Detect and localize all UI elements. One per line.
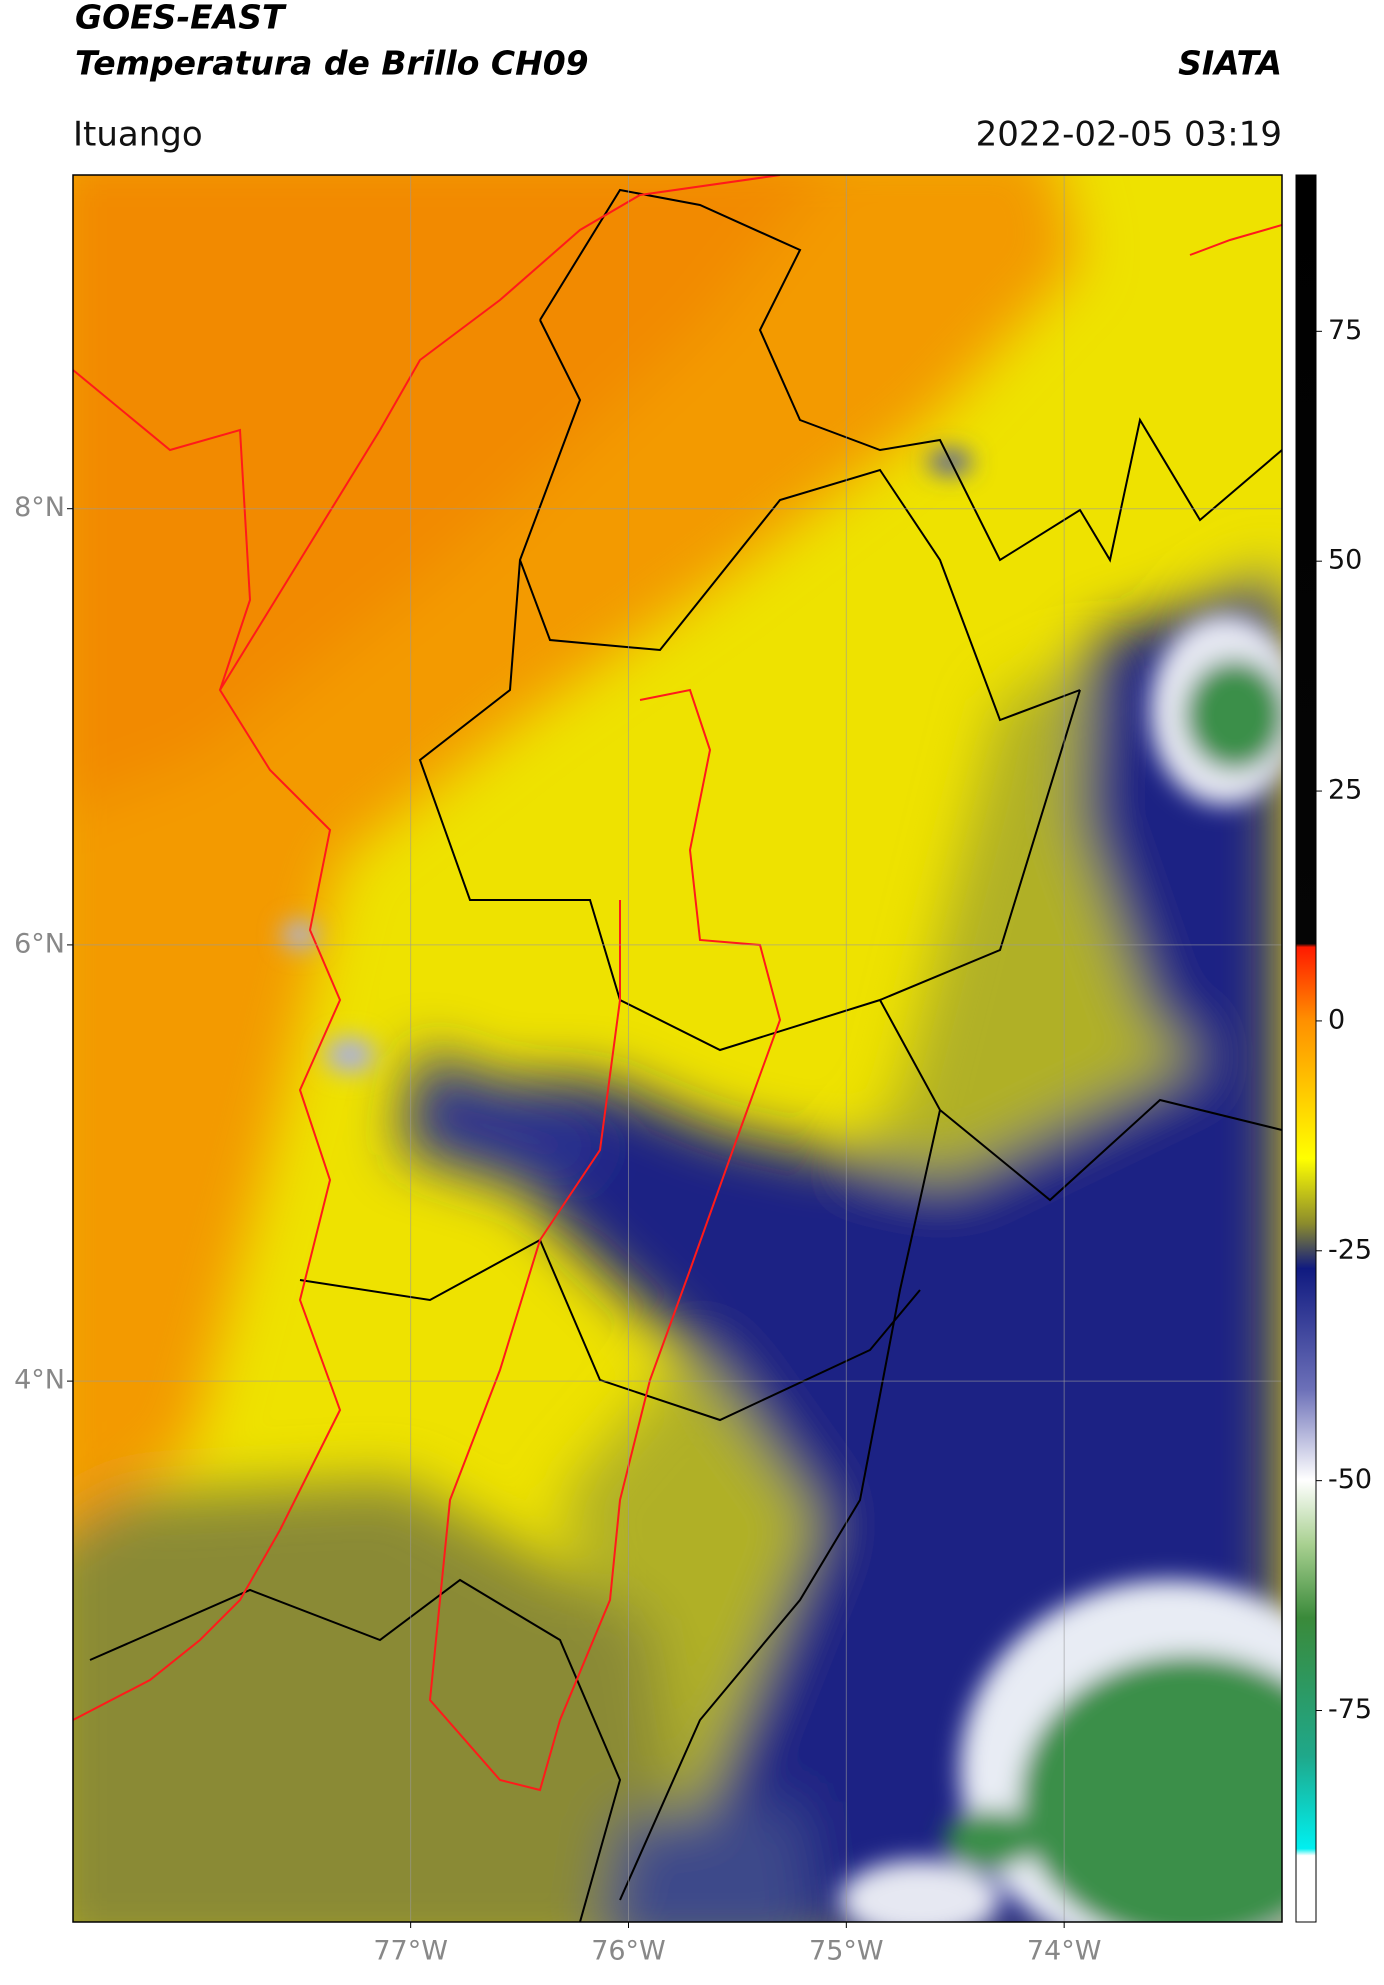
- x-tick-label: 77°W: [373, 1936, 448, 1967]
- colorbar-ticks: 75 50 25 0 -25 -50 -75: [1316, 315, 1372, 1725]
- colorbar-tick-label: -50: [1328, 1464, 1372, 1495]
- colorbar-tick-label: 0: [1328, 1004, 1345, 1035]
- colorbar: [1295, 174, 1317, 1923]
- colorbar-tick-label: -25: [1328, 1234, 1372, 1265]
- satellite-image: [73, 175, 1282, 1922]
- colorbar-tick-label: 25: [1328, 775, 1362, 806]
- colorbar-tick-label: -75: [1328, 1694, 1372, 1725]
- subtitle: Temperatura de Brillo CH09: [75, 44, 589, 83]
- x-tick-label: 76°W: [591, 1936, 666, 1967]
- title: GOES-EAST: [75, 0, 287, 37]
- y-tick-label: 4°N: [14, 1365, 65, 1396]
- source: SIATA: [1178, 44, 1282, 83]
- map-frame: [72, 174, 1283, 1923]
- location: Ituango: [73, 115, 203, 155]
- x-tick-label: 75°W: [809, 1936, 884, 1967]
- datetime: 2022-02-05 03:19: [976, 115, 1282, 155]
- grid: 77°W 76°W 75°W 74°W 8°N 6°N 4°N: [14, 175, 1282, 1967]
- x-tick-label: 74°W: [1027, 1936, 1102, 1967]
- colorbar-tick-label: 50: [1328, 545, 1362, 576]
- y-tick-label: 6°N: [14, 928, 65, 959]
- colorbar-tick-label: 75: [1328, 315, 1362, 346]
- y-tick-label: 8°N: [14, 492, 65, 523]
